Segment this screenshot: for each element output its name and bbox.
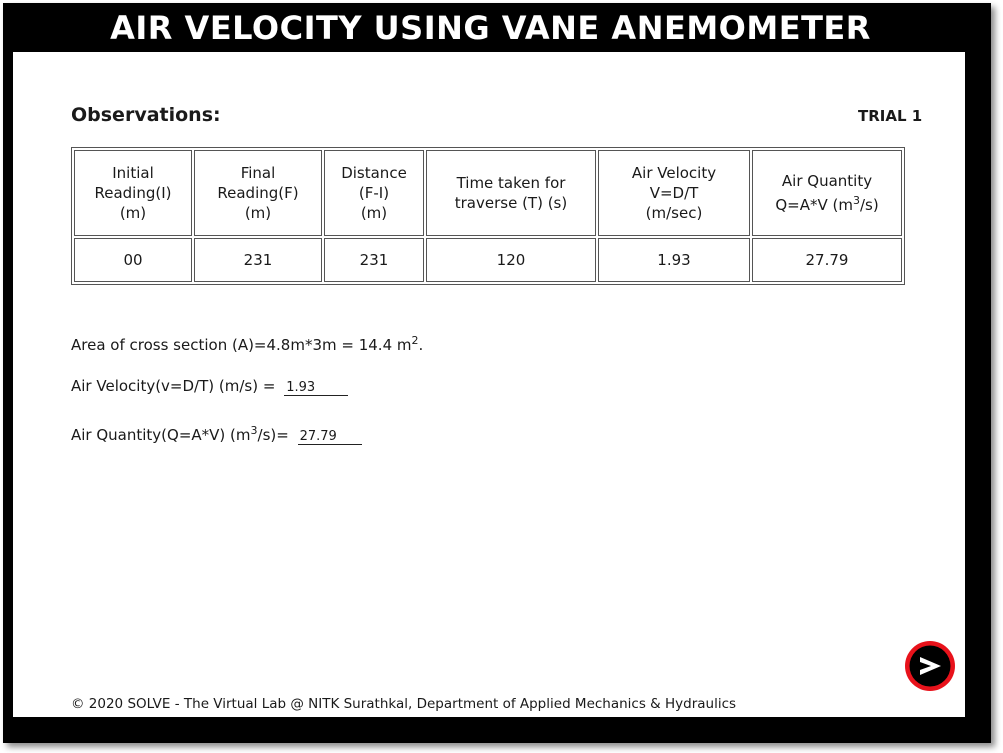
- col-final-reading: Final Reading(F) (m): [194, 150, 322, 236]
- cell-final-reading: 231: [194, 238, 322, 282]
- air-quantity-result: Air Quantity(Q=A*V) (m3/s)= 27.79: [71, 424, 362, 445]
- air-velocity-label: Air Velocity(v=D/T) (m/s) =: [71, 377, 276, 395]
- col-distance: Distance (F-I) (m): [324, 150, 424, 236]
- cell-air-quantity: 27.79: [752, 238, 902, 282]
- air-quantity-field[interactable]: 27.79: [297, 429, 362, 445]
- table-header-row: Initial Reading(I) (m) Final Reading(F) …: [74, 150, 902, 236]
- table-row: 00 231 231 120 1.93 27.79: [74, 238, 902, 282]
- cell-initial-reading: 00: [74, 238, 192, 282]
- footer-copyright: © 2020 SOLVE - The Virtual Lab @ NITK Su…: [71, 696, 737, 712]
- area-cross-section-text: Area of cross section (A)=4.8m*3m = 14.4…: [71, 334, 424, 354]
- next-button[interactable]: [903, 639, 957, 693]
- air-velocity-result: Air Velocity(v=D/T) (m/s) = 1.93: [71, 377, 349, 396]
- content-page: [13, 52, 965, 717]
- col-initial-reading: Initial Reading(I) (m): [74, 150, 192, 236]
- cell-air-velocity: 1.93: [598, 238, 750, 282]
- observations-heading: Observations:: [71, 104, 221, 126]
- cell-time-taken: 120: [426, 238, 596, 282]
- col-air-quantity: Air Quantity Q=A*V (m3/s): [752, 150, 902, 236]
- cell-distance: 231: [324, 238, 424, 282]
- col-time-taken: Time taken for traverse (T) (s): [426, 150, 596, 236]
- observations-table: Initial Reading(I) (m) Final Reading(F) …: [71, 147, 905, 285]
- air-quantity-label: Air Quantity(Q=A*V) (m3/s)=: [71, 424, 289, 444]
- air-velocity-field[interactable]: 1.93: [284, 380, 349, 396]
- trial-label: TRIAL 1: [858, 107, 923, 125]
- arrow-right-icon: [905, 641, 955, 691]
- col-air-velocity: Air Velocity V=D/T (m/sec): [598, 150, 750, 236]
- page-title: AIR VELOCITY USING VANE ANEMOMETER: [110, 9, 871, 47]
